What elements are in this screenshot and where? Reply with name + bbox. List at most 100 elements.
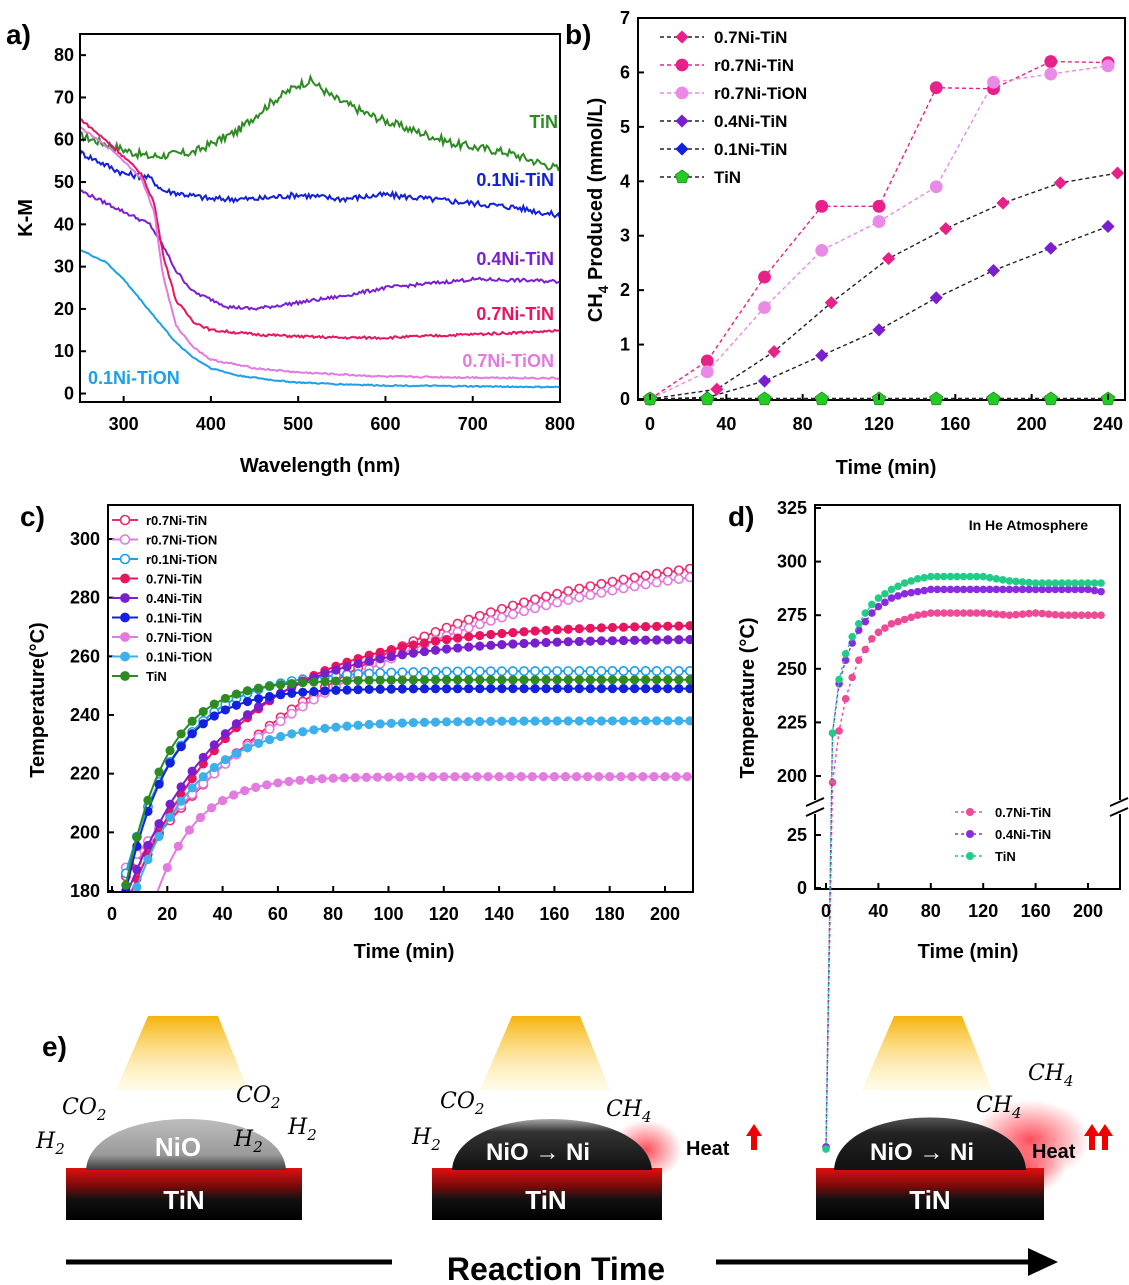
data-point-0.7Ni-TiN (887, 619, 896, 628)
data-point-0.4Ni-TiN (1071, 585, 1079, 594)
data-point-0.7Ni-TiN (607, 622, 618, 633)
data-point-r0.7Ni-TiON (297, 701, 308, 712)
data-point-0.7Ni-TiN (959, 609, 968, 617)
data-point-TiN (913, 574, 922, 583)
y-tick-label-d: 275 (777, 605, 807, 625)
data-point-0.7Ni-TiN (508, 627, 518, 638)
data-point-0.1Ni-TiON (331, 722, 341, 732)
data-point-0.1Ni-TiN (607, 684, 618, 694)
data-point-r0.7Ni-TiON (496, 612, 507, 623)
data-point-0.7Ni-TiN (940, 609, 948, 617)
legend-label-c: r0.7Ni-TiN (146, 513, 207, 528)
data-point-0.7Ni-TiN (464, 632, 474, 642)
x-tick-label-d: 160 (1021, 901, 1051, 921)
data-point-0.4Ni-TiN (933, 585, 942, 594)
data-point-TiN (1071, 579, 1079, 587)
data-point-TiN (519, 675, 529, 685)
data-point-TiN (1097, 579, 1105, 587)
y-tick-label-d: 25 (787, 825, 807, 845)
panel-label-e: e) (42, 1031, 67, 1062)
legend-label-c: r0.1Ni-TiON (146, 552, 217, 567)
particle-label-1: NiO (155, 1132, 201, 1162)
data-point-0.4Ni-TiN (475, 641, 485, 651)
data-point-r0.1Ni-TiON (618, 666, 629, 677)
data-point-r0.1Ni-TiON (563, 666, 574, 677)
data-point-0.7Ni-TiN (972, 609, 981, 617)
data-point-0.4Ni-TiN (629, 635, 640, 645)
legend-label-d: 0.7Ni-TiN (995, 805, 1051, 820)
data-point-0.1Ni-TiON (663, 716, 673, 726)
data-point-r0.1Ni-TiON (507, 666, 518, 677)
data-point-0.7Ni-TiN (861, 645, 870, 654)
data-point-0.7Ni-TiN (1025, 609, 1033, 618)
data-point-TiN (165, 745, 175, 756)
data-point-0.7Ni-TiON (571, 772, 582, 782)
y-tick-label-c: 300 (70, 529, 100, 549)
data-point-0.4Ni-TiN (165, 799, 175, 809)
legend-label-b: r0.7Ni-TiN (714, 56, 794, 75)
data-point-0.1Ni-TiN (331, 685, 341, 695)
data-point-TiN (1018, 578, 1027, 586)
data-point-0.4Ni-TiN (1064, 585, 1073, 594)
data-point-0.7Ni-TiON (383, 772, 394, 782)
data-point-0.7Ni-TiN (848, 673, 856, 682)
panel-a: a) 300 400 500 600 700 800 0 10 20 30 40 50 60 70 80 T… (6, 19, 575, 477)
y-tick-label-b: 6 (620, 62, 630, 82)
data-point-0.7Ni-TiN (920, 610, 929, 618)
data-point-0.1Ni-TiON (464, 716, 474, 727)
legend-marker-0.7Ni-TiN (120, 573, 130, 584)
data-point-TiN (276, 680, 286, 690)
data-point-0.4Ni-TiN (1084, 585, 1092, 594)
data-point-0.7Ni-TiON (394, 772, 405, 782)
data-point-r0.1Ni-TiON (541, 666, 552, 677)
data-point-TiN (881, 589, 889, 598)
data-point-TiN (992, 574, 1001, 583)
data-point-0.1Ni-TiN (497, 684, 507, 694)
data-point-TiN (1090, 579, 1099, 587)
data-point-0.1Ni-TiN (265, 691, 275, 702)
data-point-0.7Ni-TiN (933, 609, 942, 617)
data-point-0.7Ni-TiON (671, 772, 681, 782)
data-point-TiN (946, 572, 955, 581)
data-point-0.1Ni-TiN (419, 684, 430, 694)
data-point-0.4Ni-TiN (1018, 585, 1027, 594)
data-point-TiN (209, 699, 219, 709)
ni-particle-2 (452, 1119, 652, 1170)
data-point-0.4Ni-TiN (1044, 241, 1058, 255)
data-point-0.1Ni-TiON (342, 721, 352, 731)
data-point-TiN (132, 832, 142, 842)
data-point-0.1Ni-TiON (596, 716, 607, 726)
data-point-r0.7Ni-TiN (1044, 55, 1058, 68)
data-point-0.7Ni-TiON (141, 927, 149, 935)
data-point-0.7Ni-TiN (1110, 166, 1125, 180)
data-point-0.1Ni-TiON (287, 729, 297, 739)
data-point-r0.7Ni-TiN (496, 603, 507, 614)
data-point-0.4Ni-TiN (1012, 585, 1020, 594)
data-point-0.1Ni-TiN (685, 684, 693, 694)
data-point-TiN (999, 576, 1007, 584)
x-tick-label-c: 20 (157, 904, 177, 924)
data-point-TiN (979, 572, 987, 581)
data-point-0.7Ni-TiN (966, 609, 974, 617)
data-point-0.4Ni-TiN (220, 729, 230, 739)
data-point-0.4Ni-TiN (464, 642, 474, 652)
data-point-0.7Ni-TiON (549, 772, 560, 782)
data-point-0.4Ni-TiN (985, 585, 994, 594)
data-point-TiN (596, 675, 607, 685)
data-point-0.7Ni-TiN (629, 622, 640, 632)
data-point-0.7Ni-TiON (162, 862, 172, 873)
data-point-0.4Ni-TiN (940, 585, 948, 594)
data-point-0.1Ni-TiN (486, 684, 496, 694)
data-point-r0.7Ni-TiON (1044, 67, 1058, 81)
data-point-r0.7Ni-TiN (815, 199, 829, 213)
data-point-r0.7Ni-TiON (607, 585, 618, 596)
data-point-0.7Ni-TiON (483, 772, 493, 782)
series-label-a: 0.7Ni-TiN (476, 304, 554, 324)
data-point-TiN (464, 675, 474, 685)
data-point-r0.7Ni-TiON (574, 592, 585, 603)
data-point-TiN (143, 795, 153, 805)
legend-marker-r0.7Ni-TiON (675, 86, 689, 100)
data-point-r0.7Ni-TiN (640, 570, 651, 581)
data-point-0.7Ni-TiON (195, 812, 206, 823)
data-point-0.4Ni-TiN (992, 585, 1001, 594)
